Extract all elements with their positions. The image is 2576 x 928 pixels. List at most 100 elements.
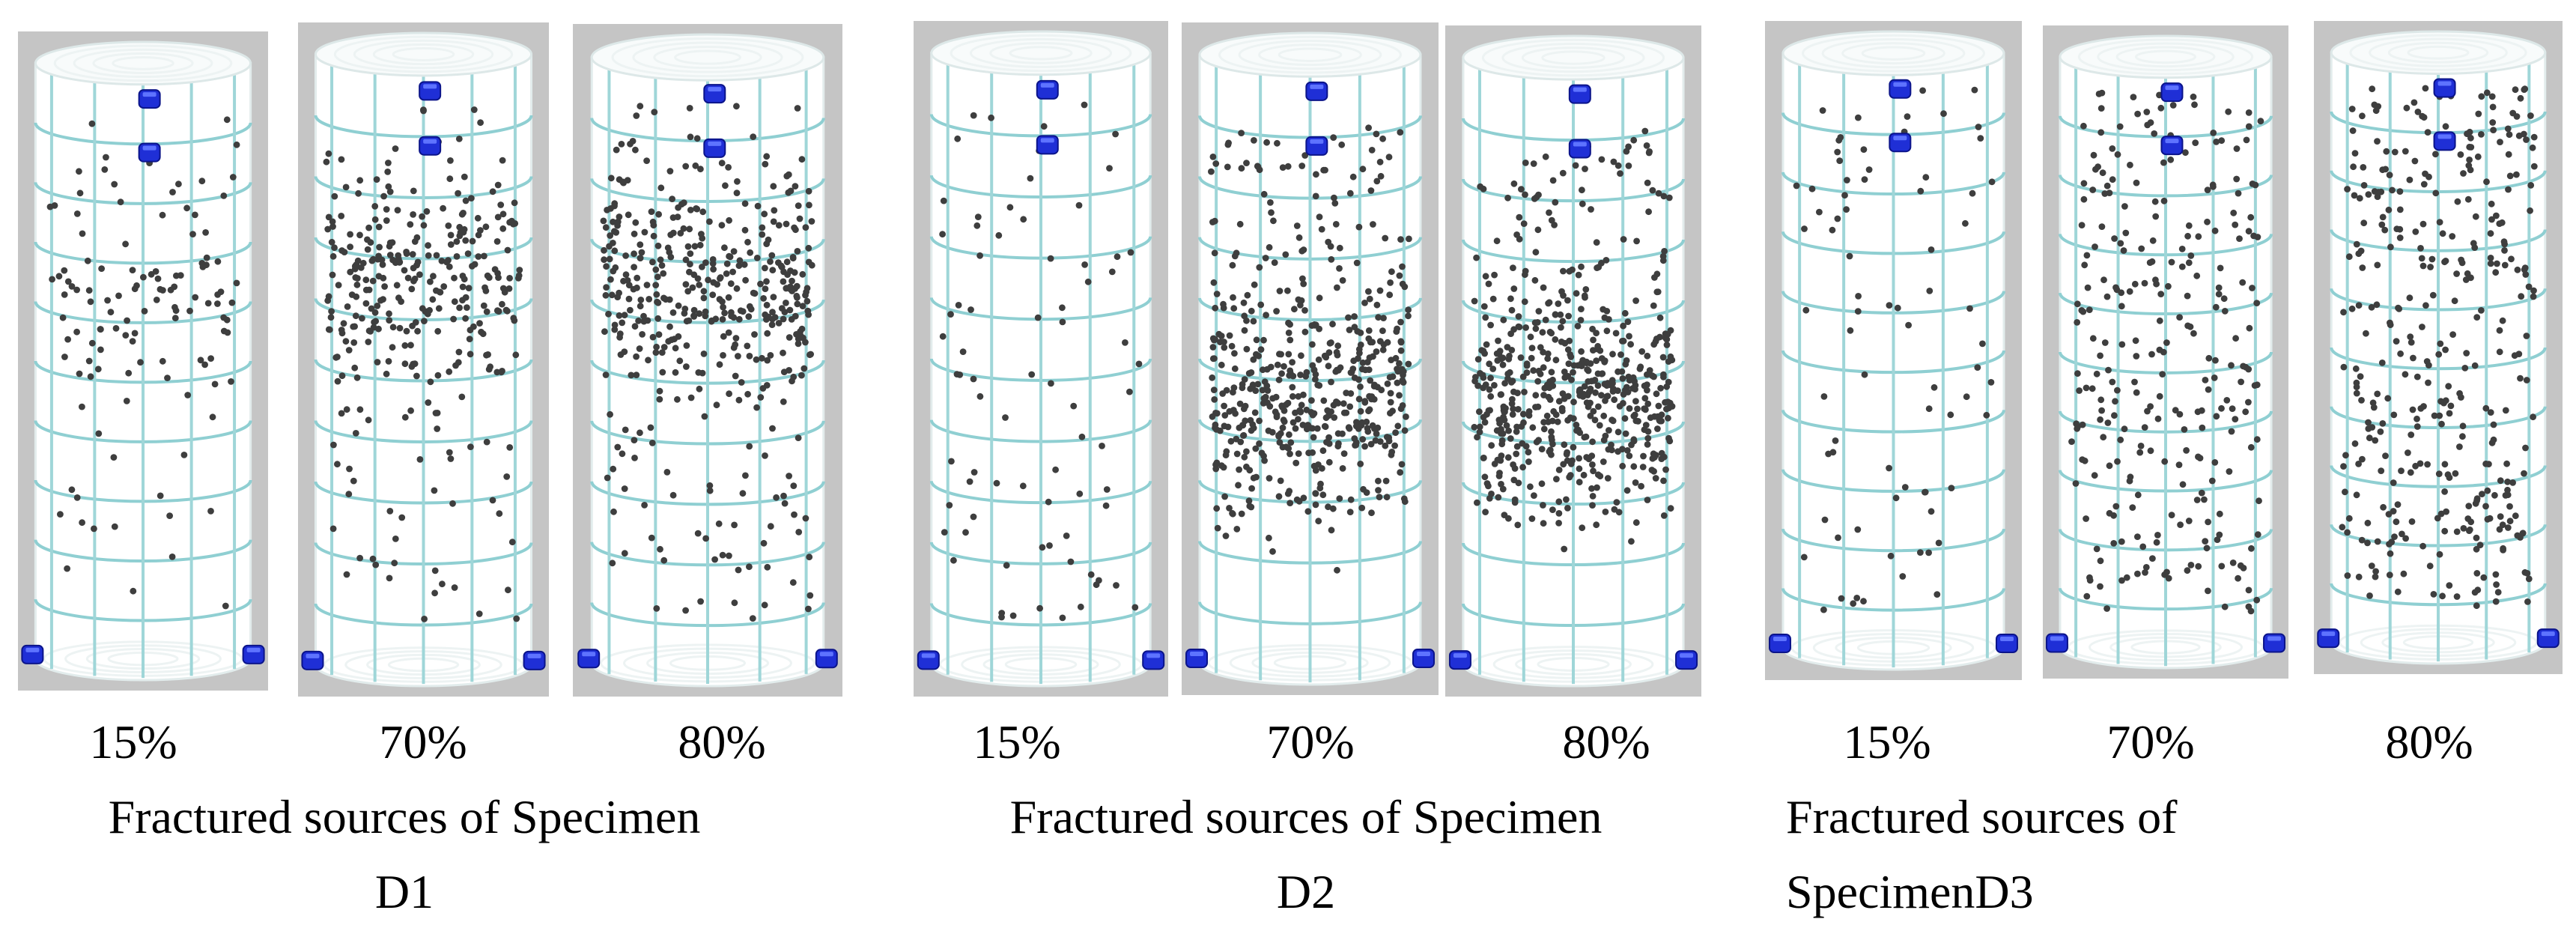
fracture-source-dot	[220, 314, 228, 321]
fracture-source-dot	[2523, 333, 2530, 339]
fracture-source-dot	[2370, 404, 2378, 411]
fracture-source-dot	[665, 338, 672, 345]
fracture-source-dot	[2112, 284, 2119, 291]
fracture-source-dot	[2387, 243, 2394, 251]
panel-label-d2-70: 70%	[1266, 715, 1354, 768]
fracture-source-dot	[1565, 360, 1573, 367]
fracture-source-dot	[759, 231, 766, 238]
fracture-source-dot	[1632, 297, 1640, 304]
fracture-source-dot	[1509, 411, 1516, 418]
fracture-source-dot	[209, 413, 216, 421]
fracture-source-dot	[1590, 336, 1597, 344]
fracture-source-dot	[103, 154, 109, 161]
fracture-source-dot	[2195, 233, 2202, 240]
fracture-source-dot	[2355, 302, 2363, 309]
fracture-source-dot	[2172, 407, 2179, 414]
fracture-source-dot	[1508, 347, 1516, 354]
fracture-source-dot	[791, 269, 798, 276]
fracture-source-dot	[2463, 350, 2470, 357]
fracture-source-dot	[2345, 253, 2353, 261]
fracture-source-dot	[367, 328, 374, 335]
fracture-source-dot	[64, 278, 72, 285]
fracture-source-dot	[763, 153, 771, 160]
fracture-source-dot	[1302, 373, 1310, 380]
fracture-source-dot	[1477, 183, 1484, 190]
fracture-source-dot	[765, 236, 772, 243]
fracture-source-dot	[1567, 461, 1575, 467]
fracture-source-dot	[410, 277, 417, 285]
fracture-source-dot	[2245, 366, 2253, 373]
fracture-source-dot	[1631, 411, 1638, 419]
fracture-source-dot	[1256, 264, 1263, 271]
panel-label-d3-15: 15%	[1843, 715, 1931, 768]
fracture-source-dot	[764, 357, 771, 364]
fracture-source-dot	[505, 285, 513, 292]
fracture-source-dot	[2215, 284, 2223, 291]
fracture-source-dot	[2393, 225, 2401, 232]
fracture-source-dot	[2192, 139, 2199, 147]
fracture-source-dot	[1594, 382, 1602, 389]
fracture-source-dot	[1510, 180, 1518, 187]
fracture-source-dot	[350, 339, 358, 346]
fracture-source-dot	[1253, 351, 1260, 358]
fracture-source-dot	[2409, 406, 2416, 413]
fracture-source-dot	[2412, 228, 2419, 235]
fracture-source-dot	[1922, 488, 1928, 496]
fracture-source-dot	[1405, 360, 1412, 368]
fracture-source-dot	[2373, 301, 2381, 309]
fracture-source-dot	[775, 222, 783, 229]
fracture-source-dot	[369, 555, 377, 562]
fracture-source-dot	[2345, 515, 2353, 522]
fracture-source-dot	[228, 299, 236, 306]
fracture-source-dot	[1617, 170, 1623, 178]
fracture-source-dot	[1592, 389, 1599, 396]
fracture-source-dot	[1281, 363, 1287, 370]
fracture-source-dot	[2167, 156, 2175, 163]
fracture-source-dot	[1559, 169, 1567, 177]
fracture-source-dot	[329, 252, 337, 260]
fracture-source-dot	[1222, 452, 1230, 458]
fracture-source-dot	[1663, 342, 1671, 348]
fracture-source-dot	[1638, 348, 1646, 355]
fracture-source-dot	[2426, 562, 2434, 570]
fracture-source-dot	[1329, 321, 1336, 328]
fracture-source-dot	[2199, 424, 2206, 431]
fracture-source-dot	[1376, 438, 1384, 445]
fracture-source-dot	[1392, 429, 1399, 436]
fracture-source-dot	[2103, 605, 2111, 612]
fracture-source-dot	[1540, 520, 1547, 527]
fracture-source-dot	[1593, 521, 1600, 529]
fracture-source-dot	[2181, 426, 2188, 433]
fracture-source-dot	[2422, 302, 2429, 309]
fracture-source-dot	[2437, 340, 2444, 348]
fracture-source-dot	[1614, 162, 1622, 169]
fracture-source-dot	[2194, 408, 2202, 416]
fracture-source-dot	[683, 363, 690, 370]
fracture-source-dot	[607, 232, 614, 239]
fracture-source-dot	[610, 508, 617, 515]
fracture-source-dot	[1588, 206, 1594, 213]
fracture-source-dot	[2408, 518, 2416, 525]
fracture-source-dot	[1300, 280, 1307, 288]
fracture-source-dot	[803, 288, 809, 296]
fracture-source-dot	[1619, 462, 1626, 470]
fracture-source-dot	[1325, 238, 1332, 246]
fracture-source-dot	[696, 385, 703, 392]
fracture-sources	[1471, 127, 1676, 553]
fracture-source-dot	[715, 520, 723, 527]
fracture-source-dot	[1217, 339, 1224, 345]
fracture-source-dot	[1289, 383, 1296, 391]
fracture-source-dot	[2253, 300, 2261, 306]
fracture-source-dot	[1601, 358, 1609, 366]
fracture-source-dot	[2420, 403, 2427, 410]
fracture-source-dot	[389, 256, 396, 264]
fracture-source-dot	[794, 248, 801, 255]
sensor-icon	[1568, 139, 1591, 159]
fracture-source-dot	[1315, 356, 1322, 363]
fracture-source-dot	[753, 356, 760, 363]
fracture-source-dot	[746, 563, 753, 571]
fracture-source-dot	[1661, 248, 1668, 255]
fracture-source-dot	[2408, 339, 2415, 346]
fracture-source-dot	[1861, 371, 1868, 378]
fracture-source-dot	[1626, 452, 1633, 459]
